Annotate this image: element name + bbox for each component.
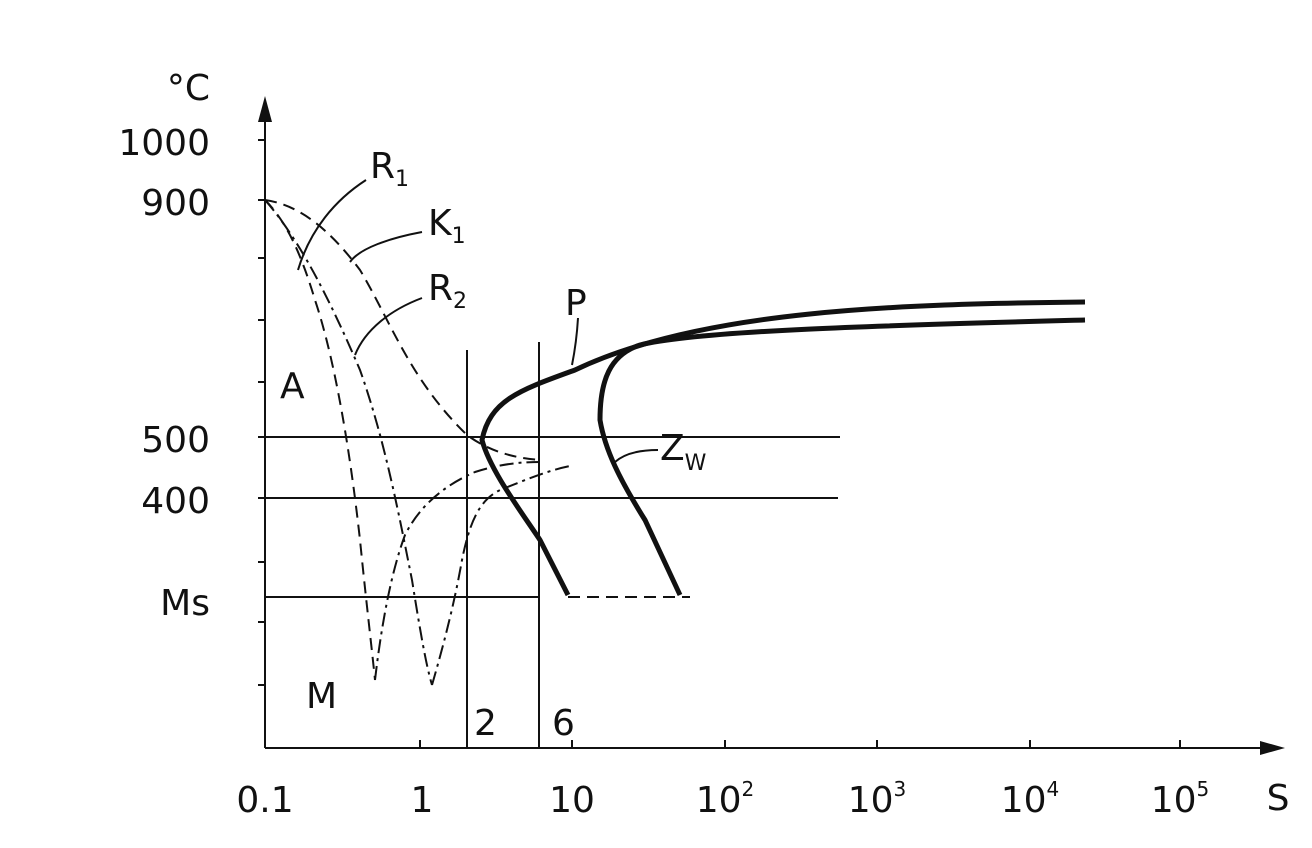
curve-label: K1	[428, 203, 466, 249]
curve-label: P	[565, 283, 587, 324]
x-label: 103	[848, 777, 907, 821]
y-label: 500	[141, 420, 210, 461]
y-unit: °C	[167, 68, 210, 109]
y-label: 400	[141, 481, 210, 522]
y-label: 900	[141, 183, 210, 224]
r2-curve	[265, 200, 432, 685]
x-arrow	[1260, 741, 1285, 755]
x-label: 105	[1151, 777, 1210, 821]
x-label: 0.1	[236, 780, 293, 821]
r1-return	[375, 462, 540, 680]
p-curve-start	[482, 302, 1085, 595]
x-label: 1	[411, 780, 434, 821]
curve-label: R2	[428, 268, 467, 314]
x-label: 102	[696, 777, 755, 821]
diagram: °C S 1000 900 500 400 Ms 0.1 1 10 102 10…	[0, 0, 1312, 848]
x-unit: S	[1267, 778, 1290, 819]
axes	[258, 96, 1285, 755]
x-label: 10	[549, 780, 595, 821]
region-label: M	[306, 676, 337, 717]
x-ticks	[420, 740, 1180, 748]
curve-label: ZW	[660, 428, 707, 476]
k1-curve	[265, 200, 540, 460]
leaders	[298, 180, 658, 462]
marker-label: 6	[552, 703, 575, 744]
y-label: 1000	[118, 123, 210, 164]
y-arrow	[258, 96, 272, 122]
marker-label: 2	[474, 703, 497, 744]
y-ticks	[258, 140, 265, 685]
reference-lines	[265, 342, 840, 748]
labels: °C S 1000 900 500 400 Ms 0.1 1 10 102 10…	[118, 68, 1289, 821]
region-label: A	[280, 366, 305, 407]
curve-label: R1	[370, 146, 409, 192]
r1-curve	[265, 200, 375, 680]
y-label: Ms	[160, 583, 210, 624]
x-label: 104	[1001, 777, 1060, 821]
